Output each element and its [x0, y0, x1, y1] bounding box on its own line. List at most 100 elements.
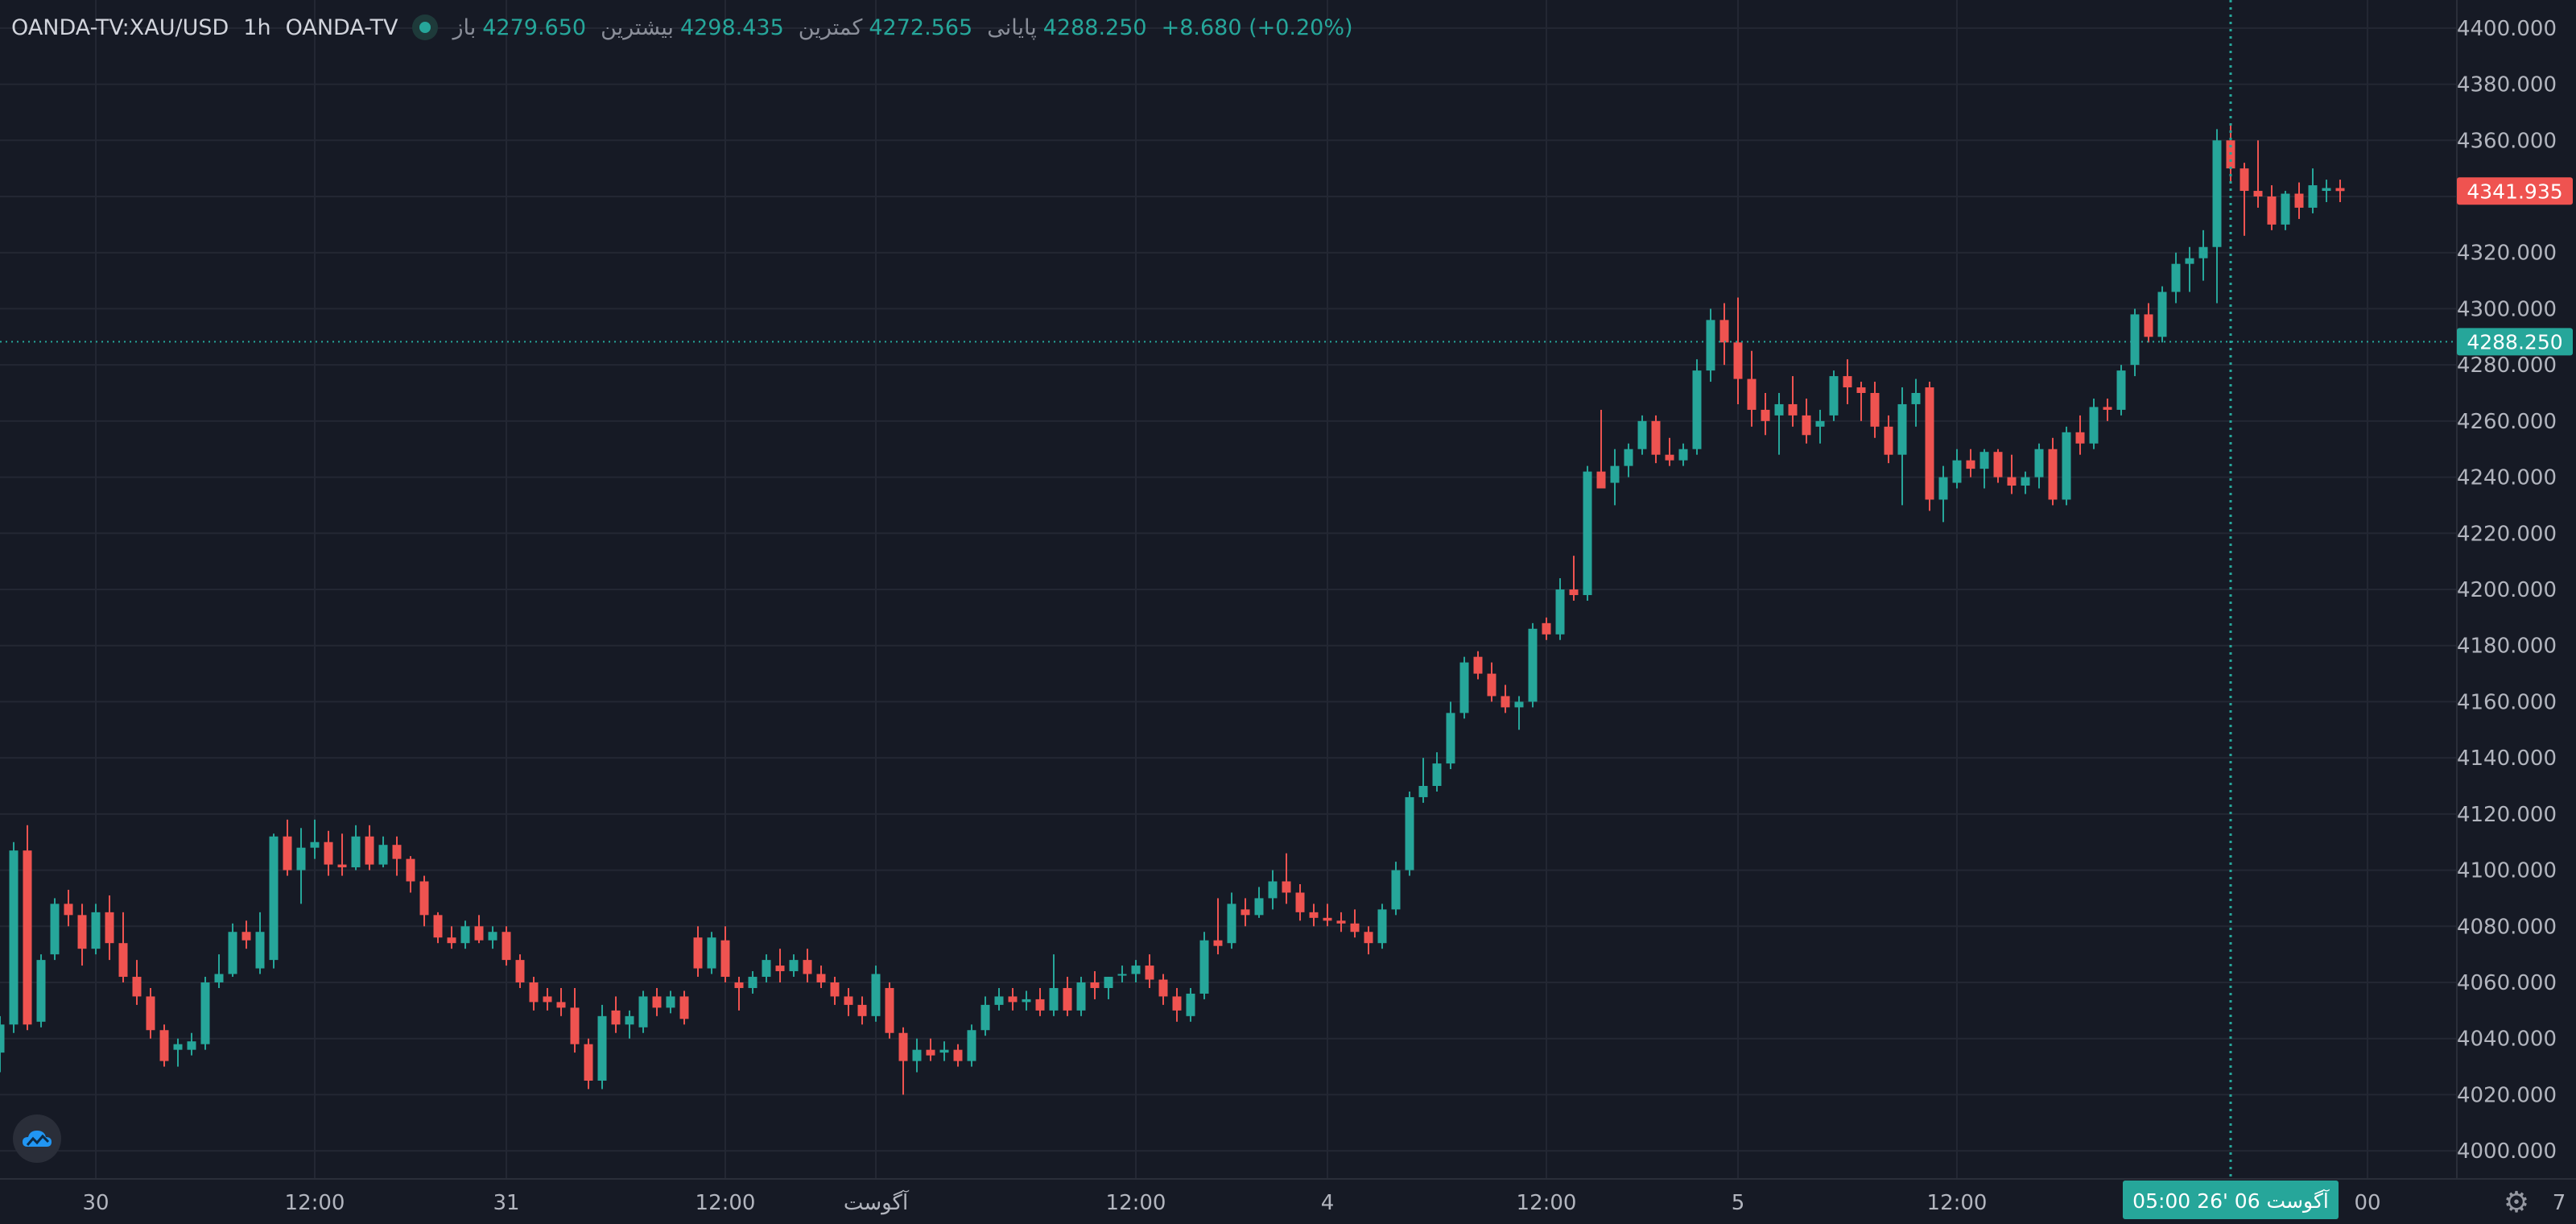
candle[interactable]	[2007, 454, 2017, 494]
candle[interactable]	[980, 996, 990, 1036]
candle[interactable]	[9, 842, 19, 1033]
candle[interactable]	[105, 895, 114, 961]
candle[interactable]	[1993, 449, 2003, 483]
candle[interactable]	[1761, 393, 1770, 436]
candle[interactable]	[0, 1015, 5, 1073]
candle[interactable]	[707, 932, 716, 974]
candle[interactable]	[885, 982, 894, 1039]
candle[interactable]	[1774, 393, 1784, 455]
candle[interactable]	[2281, 191, 2290, 230]
candle[interactable]	[1665, 437, 1674, 466]
candle[interactable]	[1418, 758, 1428, 803]
candle[interactable]	[2198, 229, 2208, 281]
candle[interactable]	[2116, 365, 2126, 416]
candle[interactable]	[1487, 662, 1496, 702]
candle[interactable]	[1446, 701, 1455, 770]
candle[interactable]	[1268, 870, 1278, 910]
candle[interactable]	[2308, 168, 2318, 213]
candle[interactable]	[1145, 954, 1154, 988]
candle[interactable]	[2240, 163, 2249, 236]
interval-label[interactable]: 1h	[243, 14, 271, 40]
candle[interactable]	[693, 926, 703, 978]
candle[interactable]	[118, 912, 128, 982]
candle[interactable]	[1076, 977, 1086, 1016]
candle[interactable]	[1719, 303, 1729, 366]
candle[interactable]	[570, 987, 580, 1053]
candle[interactable]	[871, 966, 881, 1022]
candle[interactable]	[296, 828, 306, 904]
candle[interactable]	[2185, 246, 2194, 292]
candle[interactable]	[200, 977, 210, 1050]
candle[interactable]	[77, 904, 87, 966]
candle[interactable]	[159, 1024, 169, 1067]
candle[interactable]	[255, 912, 265, 974]
candle[interactable]	[1856, 382, 1866, 421]
candle[interactable]	[1815, 409, 1825, 444]
candle[interactable]	[1432, 752, 1442, 792]
candle[interactable]	[529, 977, 539, 1011]
candle[interactable]	[474, 915, 484, 944]
candle[interactable]	[337, 833, 347, 876]
candle[interactable]	[1364, 926, 1373, 955]
candle[interactable]	[1227, 892, 1236, 949]
candle[interactable]	[1514, 696, 1524, 730]
candle[interactable]	[1569, 556, 1579, 601]
candle[interactable]	[433, 912, 443, 944]
candle[interactable]	[351, 825, 361, 870]
candle[interactable]	[652, 987, 662, 1016]
candle[interactable]	[1583, 465, 1592, 601]
candle[interactable]	[775, 949, 785, 982]
candle[interactable]	[1391, 862, 1401, 916]
candle[interactable]	[1952, 449, 1962, 489]
candle[interactable]	[967, 1024, 976, 1067]
candle[interactable]	[926, 1038, 935, 1061]
candle[interactable]	[762, 954, 771, 982]
candle[interactable]	[1802, 398, 1811, 444]
candle[interactable]	[1706, 308, 1715, 382]
candle[interactable]	[378, 836, 388, 868]
candle[interactable]	[720, 926, 730, 982]
candle[interactable]	[1925, 382, 1934, 511]
candle[interactable]	[419, 875, 429, 927]
tradingview-logo-icon[interactable]	[13, 1114, 61, 1163]
candle[interactable]	[2089, 398, 2099, 449]
candle[interactable]	[1610, 449, 1620, 506]
candle[interactable]	[1090, 971, 1100, 999]
candle[interactable]	[269, 833, 279, 969]
candle[interactable]	[1186, 987, 1195, 1022]
candle[interactable]	[748, 971, 758, 994]
candle[interactable]	[2253, 140, 2263, 208]
candle[interactable]	[1979, 449, 1989, 489]
candle[interactable]	[2062, 426, 2071, 506]
candle[interactable]	[1158, 974, 1168, 1005]
candle[interactable]	[1295, 884, 1305, 921]
candle[interactable]	[734, 977, 744, 1011]
candle[interactable]	[611, 996, 621, 1033]
candle[interactable]	[488, 926, 497, 949]
candle[interactable]	[816, 966, 826, 988]
candle[interactable]	[2144, 303, 2153, 343]
candle[interactable]	[898, 1027, 908, 1095]
gear-icon[interactable]: ⚙	[2503, 1186, 2530, 1219]
candle[interactable]	[1678, 443, 1688, 466]
candle[interactable]	[803, 949, 812, 982]
candle[interactable]	[789, 954, 799, 978]
candle[interactable]	[1637, 415, 1647, 455]
candle[interactable]	[1309, 904, 1319, 927]
candle[interactable]	[214, 954, 224, 988]
candle[interactable]	[502, 926, 511, 966]
candle[interactable]	[1035, 987, 1045, 1016]
candle[interactable]	[406, 856, 415, 893]
candle[interactable]	[283, 819, 292, 876]
candle[interactable]	[1555, 578, 1565, 640]
candle[interactable]	[50, 898, 60, 961]
candle[interactable]	[1897, 387, 1907, 506]
candle[interactable]	[556, 987, 566, 1016]
candle[interactable]	[1870, 382, 1880, 438]
candle[interactable]	[392, 836, 402, 876]
candle[interactable]	[912, 1038, 922, 1073]
candle[interactable]	[2048, 437, 2058, 506]
candle[interactable]	[1542, 617, 1551, 640]
candle[interactable]	[1459, 656, 1469, 719]
